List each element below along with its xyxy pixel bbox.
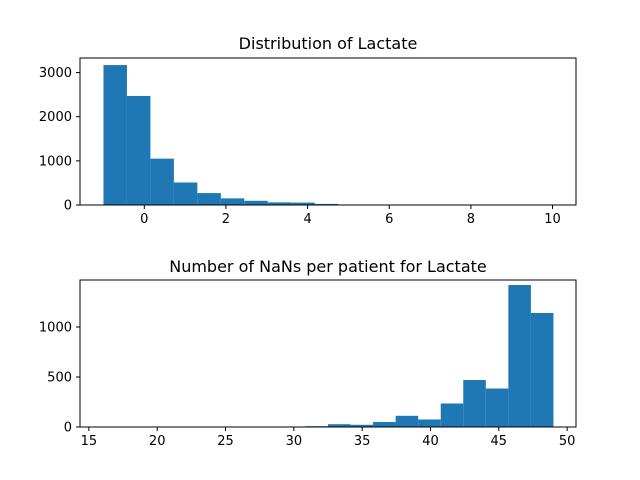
x-tick-label: 10 <box>544 212 561 227</box>
histogram-bar <box>440 403 464 427</box>
x-tick-label: 8 <box>467 212 475 227</box>
histogram-bar <box>395 415 419 427</box>
histogram-lactate-distribution: Distribution of Lactate 0 2 4 6 8 10 0 1000 200… <box>39 34 577 227</box>
histogram-bar <box>485 388 509 427</box>
x-tick-label: 6 <box>385 212 393 227</box>
histogram-bar <box>508 285 531 427</box>
x-tick-label: 30 <box>286 434 303 449</box>
chart-title: Number of NaNs per patient for Lactate <box>169 257 487 276</box>
x-tick-label: 15 <box>81 434 98 449</box>
bars-group <box>102 285 554 427</box>
x-tick-label: 25 <box>217 434 234 449</box>
y-tick-label: 0 <box>64 199 72 214</box>
x-tick-label: 0 <box>140 212 148 227</box>
y-tick-label: 0 <box>64 421 72 436</box>
histogram-bar <box>418 419 441 427</box>
y-axis-ticks: 0 1000 2000 3000 <box>39 66 80 214</box>
y-tick-label: 2000 <box>39 110 72 125</box>
histogram-bar <box>328 424 351 427</box>
histogram-bar <box>291 202 315 205</box>
histogram-bar <box>244 200 268 205</box>
histogram-bar <box>267 202 292 205</box>
x-tick-label: 20 <box>149 434 166 449</box>
histogram-bar <box>373 422 396 427</box>
y-tick-label: 1000 <box>39 321 72 336</box>
y-axis-ticks: 0 500 1000 <box>39 321 80 436</box>
y-tick-label: 1000 <box>39 154 72 169</box>
x-axis-ticks: 0 2 4 6 8 10 <box>140 205 561 227</box>
histogram-bar <box>197 193 221 205</box>
plot-frame <box>79 279 577 428</box>
histogram-bar <box>530 313 554 427</box>
x-tick-label: 4 <box>303 212 311 227</box>
chart-title: Distribution of Lactate <box>239 34 418 53</box>
histogram-bar <box>150 158 174 205</box>
histogram-bar <box>463 380 486 427</box>
plot-frame <box>79 57 577 206</box>
y-tick-label: 500 <box>47 371 72 386</box>
x-tick-label: 2 <box>222 212 230 227</box>
histogram-bar <box>350 424 374 427</box>
x-tick-label: 50 <box>559 434 576 449</box>
x-tick-label: 35 <box>354 434 371 449</box>
x-axis-ticks: 15 20 25 30 35 40 45 50 <box>81 427 576 449</box>
x-tick-label: 40 <box>422 434 439 449</box>
histogram-nans-per-patient: Number of NaNs per patient for Lactate 1… <box>39 257 577 449</box>
histogram-bar <box>126 95 151 205</box>
histogram-bar <box>314 203 339 205</box>
y-tick-label: 3000 <box>39 66 72 81</box>
histogram-bar <box>173 182 198 205</box>
x-tick-label: 45 <box>491 434 508 449</box>
histogram-bar <box>103 65 127 205</box>
bars-group <box>103 65 573 205</box>
histogram-bar <box>220 198 245 205</box>
